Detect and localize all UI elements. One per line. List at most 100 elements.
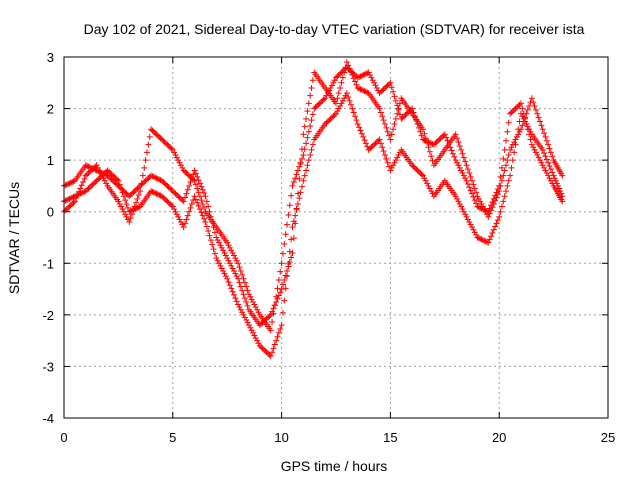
data-point [450, 151, 456, 157]
data-point [506, 178, 512, 184]
data-point [544, 138, 550, 144]
data-point [394, 111, 400, 117]
data-point [352, 78, 358, 84]
data-point [186, 183, 192, 189]
data-point [493, 220, 499, 226]
data-point [205, 228, 211, 234]
data-point [495, 217, 501, 223]
data-point [499, 178, 505, 184]
data-point [500, 173, 506, 179]
data-point [276, 293, 282, 299]
data-point [362, 137, 368, 143]
data-point [534, 111, 540, 117]
data-point [472, 197, 478, 203]
data-point [232, 295, 238, 301]
data-point [204, 224, 210, 230]
data-point [298, 189, 304, 195]
data-point [197, 193, 203, 199]
data-point [292, 175, 298, 181]
data-point [299, 184, 305, 190]
data-point [383, 125, 389, 131]
data-point [245, 287, 251, 293]
data-point [239, 272, 245, 278]
data-point [445, 138, 451, 144]
data-point [347, 98, 353, 104]
data-point [309, 117, 315, 123]
data-point [381, 148, 387, 154]
data-point [295, 201, 301, 207]
data-point [396, 107, 402, 113]
data-point [236, 264, 242, 270]
data-point [295, 167, 301, 173]
data-point [145, 142, 151, 148]
data-point [541, 150, 547, 156]
data-point [427, 149, 433, 155]
data-point [303, 167, 309, 173]
data-point [425, 144, 431, 150]
data-point [349, 106, 355, 112]
data-point [245, 303, 251, 309]
data-point [532, 103, 538, 109]
data-point [549, 169, 555, 175]
data-point [193, 196, 199, 202]
data-point [489, 230, 495, 236]
data-point [527, 137, 533, 143]
data-point [498, 174, 504, 180]
data-point [309, 147, 315, 153]
data-point [186, 209, 192, 215]
data-point [300, 152, 306, 158]
data-point [496, 214, 502, 220]
data-point [276, 277, 282, 283]
data-point [299, 156, 305, 162]
data-point [541, 130, 547, 136]
y-tick-label: -1 [42, 256, 54, 271]
data-point [549, 153, 555, 159]
data-point [356, 124, 362, 130]
data-point [292, 213, 298, 219]
data-markers [61, 59, 565, 359]
data-point [208, 237, 214, 243]
data-point [298, 160, 304, 166]
data-point [124, 201, 130, 207]
y-tick-label: 0 [47, 205, 54, 220]
data-point [303, 140, 309, 146]
data-point [393, 116, 399, 122]
data-point [185, 187, 191, 193]
data-point [192, 193, 198, 199]
data-point [279, 322, 285, 328]
data-point [182, 220, 188, 226]
data-point [547, 163, 553, 169]
data-point [348, 102, 354, 108]
data-point [540, 126, 546, 132]
data-point [143, 157, 149, 163]
data-point [500, 156, 506, 162]
data-point [289, 183, 295, 189]
data-point [272, 342, 278, 348]
data-point [243, 283, 249, 289]
x-tick-label: 20 [492, 430, 506, 445]
data-point [469, 191, 475, 197]
data-point [506, 152, 512, 158]
data-point [187, 205, 193, 211]
data-point [499, 204, 505, 210]
data-point [378, 109, 384, 115]
data-point [273, 299, 279, 305]
data-point [447, 144, 453, 150]
data-point [238, 283, 244, 289]
data-point [506, 120, 512, 126]
data-point [279, 260, 285, 266]
data-point [500, 198, 506, 204]
data-point [80, 179, 86, 185]
data-point [288, 193, 294, 199]
data-point [196, 177, 202, 183]
data-point [277, 269, 283, 275]
data-point [530, 99, 536, 105]
data-point [302, 173, 308, 179]
data-point [382, 121, 388, 127]
data-point [281, 241, 287, 247]
data-point [273, 338, 279, 344]
data-point [386, 133, 392, 139]
data-point [363, 140, 369, 146]
data-point [226, 279, 232, 285]
data-point [241, 291, 247, 297]
